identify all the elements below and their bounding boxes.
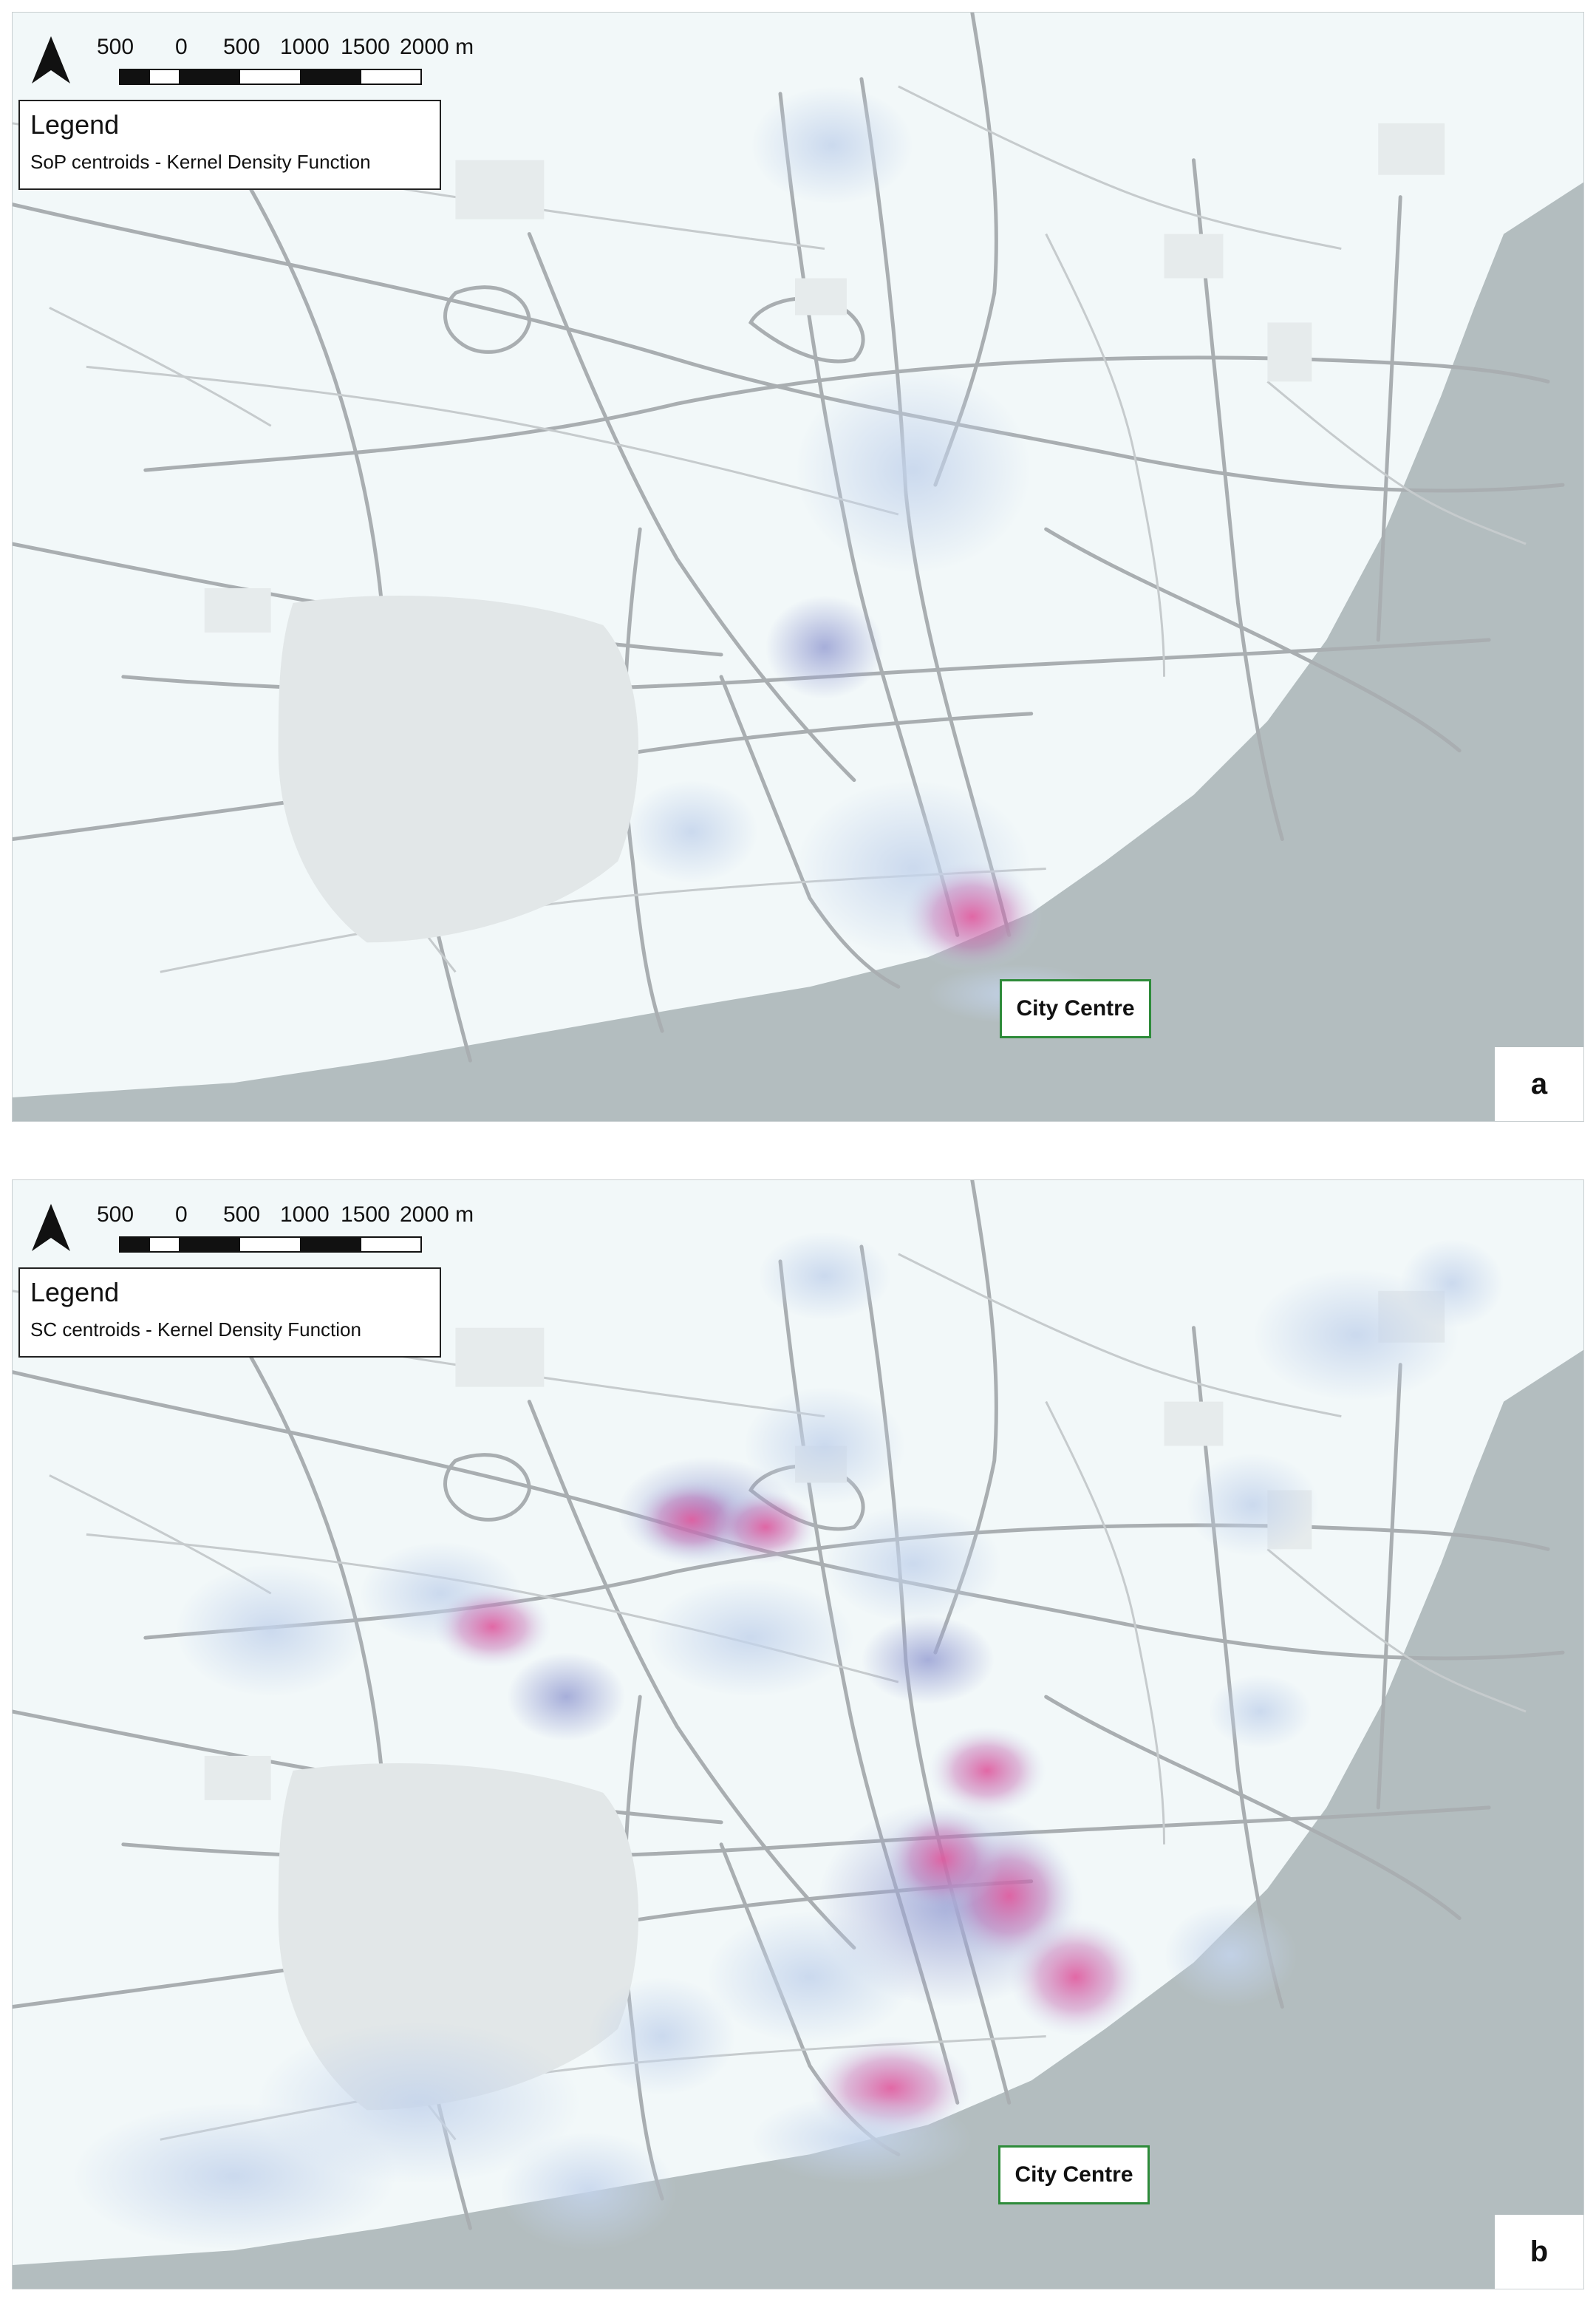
density-blob: [743, 1386, 906, 1505]
map-canvas-b: [13, 1180, 1583, 2289]
density-blob: [1400, 1239, 1504, 1328]
legend-box: Legend SoP centroids - Kernel Density Fu…: [18, 100, 441, 190]
map-panel-a: 500 0 500 1000 1500 2000 m Legend SoP ce…: [12, 12, 1584, 1122]
scale-label: 2000 m: [400, 1202, 474, 1227]
density-blob: [714, 1490, 817, 1564]
density-blob: [507, 1652, 626, 1741]
panel-letter: a: [1495, 1047, 1583, 1121]
density-blob: [588, 1977, 737, 2096]
panel-letter: b: [1495, 2215, 1583, 2289]
legend-item: SoP centroids - Kernel Density Function: [30, 151, 371, 173]
scale-label: 0: [175, 35, 188, 59]
scale-label: 1500: [341, 1202, 390, 1227]
north-arrow-icon: [32, 1204, 70, 1251]
legend-title: Legend: [30, 109, 120, 140]
scale-bar: 500 0 500 1000 1500 2000 m: [72, 1199, 485, 1266]
scale-bar-graphic: [119, 1236, 422, 1253]
density-blob: [927, 1726, 1046, 1815]
scale-label: 500: [223, 1202, 261, 1227]
density-layer-a: [625, 86, 1105, 1024]
density-blob: [861, 1615, 995, 1705]
city-centre-label: City Centre: [1000, 979, 1151, 1038]
scale-label: 1000: [280, 35, 330, 59]
density-layer-b: [71, 1231, 1504, 2251]
scale-label: 2000 m: [400, 35, 474, 59]
density-blob: [751, 2095, 972, 2184]
density-blob: [751, 86, 913, 205]
density-blob: [625, 780, 759, 884]
density-blob: [901, 861, 1043, 973]
scale-label: 500: [97, 1202, 134, 1227]
density-blob: [1009, 1918, 1142, 2037]
density-blob: [706, 1910, 913, 2044]
scale-bar: 500 0 500 1000 1500 2000 m: [72, 32, 485, 98]
scale-label: 500: [223, 35, 261, 59]
density-blob: [824, 1505, 1002, 1624]
city-centre-label: City Centre: [998, 2145, 1150, 2204]
density-blob: [1164, 1903, 1297, 2007]
scale-labels: 500 0 500 1000 1500 2000 m: [72, 32, 485, 64]
legend-item: SC centroids - Kernel Density Function: [30, 1318, 361, 1341]
density-blob: [71, 2102, 397, 2251]
density-blob: [765, 595, 884, 699]
legend-box: Legend SC centroids - Kernel Density Fun…: [18, 1267, 441, 1358]
density-blob: [1208, 1675, 1312, 1748]
density-blob: [174, 1564, 367, 1697]
scale-bar-graphic: [119, 69, 422, 85]
density-blob: [758, 1231, 891, 1321]
density-blob: [433, 1586, 552, 1668]
density-blob: [1186, 1453, 1320, 1557]
north-arrow-icon: [32, 36, 70, 84]
scale-label: 0: [175, 1202, 188, 1227]
density-blob: [883, 1807, 1002, 1911]
map-panel-b: 500 0 500 1000 1500 2000 m Legend SC cen…: [12, 1179, 1584, 2289]
density-blob: [795, 367, 1031, 573]
legend-title: Legend: [30, 1277, 120, 1307]
scale-labels: 500 0 500 1000 1500 2000 m: [72, 1199, 485, 1232]
scale-label: 500: [97, 35, 134, 59]
density-blob: [499, 2132, 678, 2251]
density-blob: [647, 1579, 854, 1697]
scale-label: 1000: [280, 1202, 330, 1227]
scale-label: 1500: [341, 35, 390, 59]
